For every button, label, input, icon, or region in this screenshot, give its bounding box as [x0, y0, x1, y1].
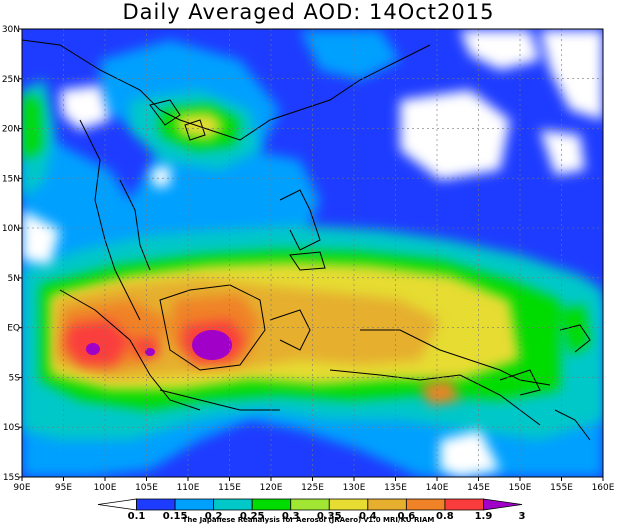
colorbar-swatch: [97, 498, 137, 511]
x-tick-label: 150E: [509, 483, 532, 493]
x-tick-label: 115E: [218, 483, 241, 493]
x-tick-label: 160E: [592, 483, 615, 493]
colorbar-label: 0.25: [240, 511, 265, 522]
colorbar-swatch: [367, 498, 407, 511]
y-tick-label: 15S: [3, 473, 20, 483]
colorbar-label: 0.2: [205, 511, 223, 522]
colorbar-swatch: [328, 498, 369, 511]
y-tick-label: 20N: [2, 125, 20, 135]
aod-purple-peaks: [86, 330, 232, 360]
colorbar-swatch: [405, 498, 446, 511]
x-axis-ticks: 90E 95E 100E 105E 110E 115E 120E 125E 130E 135E 14…: [13, 477, 615, 493]
gridlines: [22, 29, 603, 477]
colorbar-swatch: [136, 498, 176, 511]
data-credit: The Japanese Reanalysis for Aerosol (JRA…: [182, 516, 435, 524]
colorbar-label: 0.35: [317, 511, 342, 522]
colorbar-swatch: [251, 498, 292, 511]
map-title: Daily Averaged AOD: 14Oct2015: [122, 0, 495, 24]
colorbar-label: 3: [519, 511, 526, 522]
x-tick-label: 130E: [343, 483, 366, 493]
x-tick-label: 155E: [550, 483, 573, 493]
x-tick-label: 120E: [260, 483, 283, 493]
colorbar-label: 0.1: [128, 511, 146, 522]
colorbar-label: 0.3: [282, 511, 300, 522]
colorbar-swatch: [483, 498, 523, 511]
aod-field: [22, 29, 603, 477]
y-tick-label: 30N: [2, 25, 20, 35]
x-tick-label: 125E: [301, 483, 324, 493]
colorbar-label: 0.6: [398, 511, 416, 522]
colorbar-label: 1.9: [475, 511, 493, 522]
y-tick-label: 25N: [2, 75, 20, 85]
colorbar-swatch: [290, 498, 330, 511]
colorbar-swatch: [213, 498, 253, 511]
x-tick-label: 140E: [426, 483, 449, 493]
y-tick-label: 5N: [8, 274, 20, 284]
x-tick-label: 110E: [177, 483, 200, 493]
colorbar-label: 0.4: [359, 511, 377, 522]
x-tick-label: 145E: [467, 483, 490, 493]
colorbar-swatch: [444, 498, 484, 511]
y-tick-label: 10N: [2, 224, 20, 234]
y-tick-label: EQ: [7, 324, 20, 334]
x-tick-label: 105E: [135, 483, 158, 493]
x-tick-label: 135E: [384, 483, 407, 493]
colorbar-label: 0.15: [163, 511, 188, 522]
y-tick-label: 10S: [3, 423, 20, 433]
x-tick-label: 95E: [55, 483, 72, 493]
y-tick-label: 5S: [9, 373, 21, 383]
x-tick-label: 90E: [13, 483, 30, 493]
colorbar-label: 0.8: [436, 511, 454, 522]
colorbar-swatch: [174, 498, 215, 511]
y-axis-ticks: 15S 10S 5S EQ 5N 10N 15N 20N 25N 30N: [2, 25, 22, 483]
y-tick-label: 15N: [2, 174, 20, 184]
colorbar: 0.1 0.15 0.2 0.25 0.3 0.35 0.4 0.6 0.8 1.9 3: [97, 498, 526, 522]
x-tick-label: 100E: [94, 483, 117, 493]
